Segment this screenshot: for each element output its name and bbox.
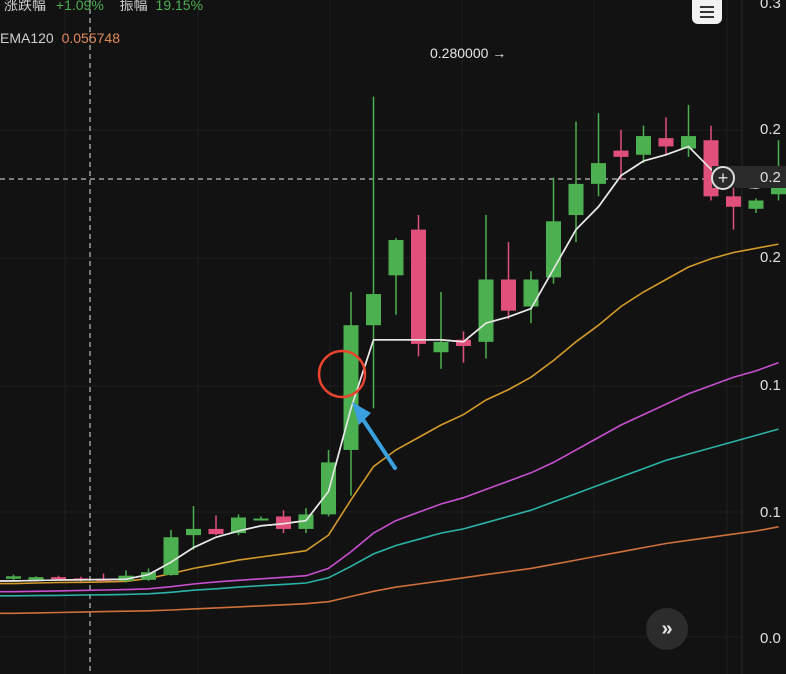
candle bbox=[366, 96, 381, 409]
crosshair-add-icon[interactable]: + bbox=[711, 166, 735, 190]
candle bbox=[343, 291, 359, 496]
candle-body bbox=[433, 341, 449, 353]
candle bbox=[501, 242, 516, 319]
menu-icon[interactable] bbox=[692, 0, 722, 24]
candle-body bbox=[208, 528, 224, 535]
candle-body bbox=[186, 528, 201, 536]
candle bbox=[433, 291, 449, 369]
ma-line-white bbox=[0, 145, 779, 582]
candle bbox=[636, 125, 651, 164]
candle bbox=[276, 510, 291, 534]
candle-body bbox=[51, 577, 66, 580]
candle-body bbox=[636, 136, 651, 155]
candle-body bbox=[366, 294, 381, 326]
candle bbox=[118, 570, 134, 583]
y-tick-label: 0.3 bbox=[760, 0, 781, 12]
candle-body bbox=[613, 150, 629, 157]
moving-average-lines bbox=[0, 145, 779, 615]
candle bbox=[568, 121, 584, 243]
candle-body bbox=[726, 196, 741, 207]
candle bbox=[658, 117, 674, 155]
y-tick-label: 0.2 bbox=[760, 249, 781, 266]
candle bbox=[253, 516, 269, 521]
candle bbox=[748, 198, 764, 213]
annotation-arrow-shaft bbox=[360, 416, 397, 470]
candle-body bbox=[231, 517, 246, 534]
amplitude-value: 19.15% bbox=[155, 0, 204, 13]
ma-line-teal bbox=[0, 428, 779, 597]
candle bbox=[388, 237, 404, 315]
candle-body bbox=[523, 279, 539, 307]
candle-body bbox=[388, 239, 404, 276]
candle-body bbox=[253, 518, 269, 521]
candle bbox=[681, 104, 696, 157]
high-marker-label: 0.280000 → bbox=[430, 45, 506, 61]
ma-line-magenta bbox=[0, 361, 779, 593]
y-tick-label: 0.1 bbox=[760, 504, 781, 521]
scroll-latest-button[interactable]: » bbox=[646, 608, 688, 650]
candle bbox=[613, 129, 629, 180]
candle bbox=[6, 574, 21, 581]
candle-body bbox=[276, 516, 291, 529]
chart-grid bbox=[0, 0, 743, 674]
candle bbox=[186, 506, 201, 550]
candle-body bbox=[141, 572, 156, 580]
y-tick-label: 0.2 bbox=[760, 121, 781, 138]
ma-line-orange bbox=[0, 243, 779, 585]
candle-body bbox=[591, 163, 606, 184]
candle bbox=[321, 449, 336, 517]
candle-body bbox=[681, 136, 696, 149]
candle-body bbox=[568, 183, 584, 216]
candle-body bbox=[6, 576, 21, 579]
candle-body bbox=[28, 577, 44, 580]
candle-body bbox=[298, 514, 314, 529]
change-value: +1.09% bbox=[55, 0, 104, 13]
candle-body bbox=[118, 575, 134, 581]
candle-body bbox=[456, 339, 471, 346]
ma-line-brown bbox=[0, 526, 779, 615]
candle bbox=[411, 215, 426, 357]
y-tick-label: 0.0 bbox=[760, 630, 781, 647]
candle-body bbox=[748, 200, 764, 209]
ma-line-white bbox=[0, 145, 779, 582]
candle-body bbox=[478, 279, 494, 342]
candle-body bbox=[343, 325, 359, 450]
candle bbox=[456, 331, 471, 363]
ema-label: EMA120 bbox=[0, 30, 54, 46]
candle-body bbox=[501, 279, 516, 311]
y-tick-label: 0.2 bbox=[760, 169, 781, 186]
annotation-arrow-head bbox=[352, 402, 371, 425]
candle bbox=[591, 113, 606, 197]
info-bar: 涨跌幅 +1.09% 振幅 19.15% bbox=[4, 0, 203, 15]
candle-body bbox=[411, 229, 426, 344]
ema-value: 0.055748 bbox=[61, 30, 120, 46]
amplitude-label: 振幅 bbox=[119, 0, 148, 13]
candle bbox=[163, 529, 179, 576]
highlight-circle bbox=[317, 349, 367, 399]
candle-body bbox=[658, 138, 674, 147]
y-tick-label: 0.1 bbox=[760, 377, 781, 394]
ema-info: EMA120 0.055748 bbox=[0, 30, 120, 46]
y-axis-ticks: 0.3 0.2 0.2 0.2 0.1 0.1 0.0 bbox=[712, 0, 786, 647]
candle bbox=[208, 515, 224, 536]
candle bbox=[478, 215, 494, 359]
candle bbox=[96, 573, 111, 582]
annotations: 0.280000 → bbox=[317, 45, 506, 470]
change-label: 涨跌幅 bbox=[4, 0, 46, 13]
candle bbox=[523, 271, 539, 324]
candle-body bbox=[163, 537, 179, 576]
